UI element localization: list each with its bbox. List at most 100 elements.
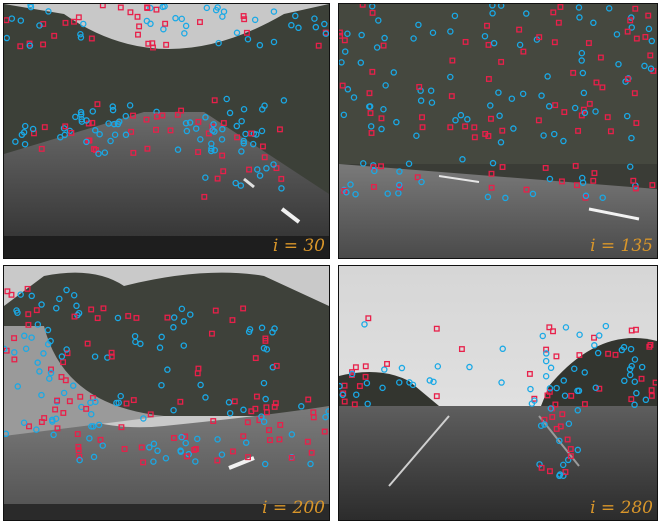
cyan-feature-marker [371,167,378,175]
cyan-feature-marker [77,34,85,41]
cyan-feature-marker [183,127,191,135]
cyan-feature-marker [590,19,597,27]
red-feature-marker [488,170,495,177]
cyan-feature-marker [405,160,413,167]
cyan-feature-marker [546,175,554,183]
red-feature-marker [378,115,385,122]
red-feature-marker [135,31,141,38]
cyan-feature-marker [393,118,400,126]
red-feature-marker [128,128,135,135]
red-feature-marker [484,22,490,29]
red-feature-marker [94,315,101,322]
cyan-feature-marker [642,396,650,404]
frame-panel-200: i = 200 [3,265,330,521]
cyan-feature-marker [29,125,37,133]
cyan-feature-marker [72,113,79,121]
cyan-feature-marker [571,365,578,372]
red-feature-marker [266,427,272,434]
cyan-feature-marker [628,24,636,31]
cyan-feature-marker [292,12,299,20]
cyan-feature-marker [339,382,343,390]
cyan-feature-marker [366,103,374,110]
red-feature-marker [576,352,583,359]
red-feature-marker [553,353,560,360]
red-feature-marker [54,397,61,404]
cyan-feature-marker [322,413,329,421]
red-feature-marker [51,32,58,39]
cyan-feature-marker [396,379,403,386]
red-feature-marker [205,130,212,137]
cyan-feature-marker [510,125,517,132]
cyan-feature-marker [91,127,99,134]
cyan-feature-marker [457,111,465,119]
red-feature-marker [631,90,638,97]
cyan-feature-marker [20,129,28,136]
red-feature-marker [414,174,421,181]
cyan-feature-marker [357,59,365,66]
cyan-feature-marker [80,20,87,28]
red-feature-marker [369,9,376,16]
red-feature-marker [462,38,469,45]
cyan-feature-marker [497,139,505,146]
cyan-feature-marker [76,456,83,464]
red-feature-marker [369,68,376,75]
red-feature-marker [612,351,619,358]
cyan-feature-marker [226,109,234,117]
red-feature-marker [143,116,150,123]
cyan-feature-marker [203,4,211,12]
cyan-feature-marker [621,377,628,385]
red-feature-marker [568,392,575,399]
cyan-feature-marker [429,29,437,37]
red-feature-marker [89,119,96,126]
cyan-feature-marker [487,102,494,109]
cyan-feature-marker [298,403,305,410]
cyan-feature-marker [223,95,230,103]
red-feature-marker [263,409,270,416]
cyan-feature-marker [489,4,496,9]
cyan-feature-marker [537,422,545,429]
red-feature-marker [542,164,549,171]
red-feature-marker [632,5,639,12]
cyan-feature-marker [574,407,582,414]
red-feature-marker [62,377,69,384]
red-feature-marker [130,112,136,119]
cyan-feature-marker [542,357,550,365]
cyan-feature-marker [547,364,555,372]
cyan-feature-marker [242,130,249,138]
cyan-feature-marker [73,302,80,310]
red-feature-marker [549,414,556,420]
red-feature-marker [573,182,580,189]
red-feature-marker [184,453,190,460]
red-feature-marker [356,383,363,390]
red-feature-marker [544,392,551,399]
red-feature-marker [54,425,61,432]
cyan-feature-marker [233,29,241,37]
red-feature-marker [552,401,559,408]
cyan-feature-marker [147,4,154,12]
red-feature-marker [339,29,343,36]
red-feature-marker [108,349,115,356]
cyan-feature-marker [626,371,634,379]
cyan-feature-marker [307,460,314,468]
frame-image-135 [339,4,657,258]
cyan-feature-marker [162,455,170,462]
red-feature-marker [538,464,545,471]
cyan-feature-marker [192,458,199,465]
cyan-feature-marker [580,89,588,97]
red-feature-marker [627,17,634,24]
red-feature-marker [551,39,558,46]
red-feature-marker [66,398,73,405]
red-feature-marker [4,17,10,24]
red-feature-marker [649,182,656,189]
cyan-feature-marker [242,439,250,446]
cyan-feature-marker [202,114,209,121]
cyan-feature-marker [146,444,153,451]
cyan-feature-marker [390,69,398,76]
cyan-feature-marker [418,178,425,186]
cyan-feature-marker [75,309,83,317]
cyan-feature-marker [83,138,90,146]
cyan-feature-marker [591,342,598,349]
red-feature-marker [273,165,280,172]
red-feature-marker [362,363,369,370]
red-feature-marker [462,123,469,130]
